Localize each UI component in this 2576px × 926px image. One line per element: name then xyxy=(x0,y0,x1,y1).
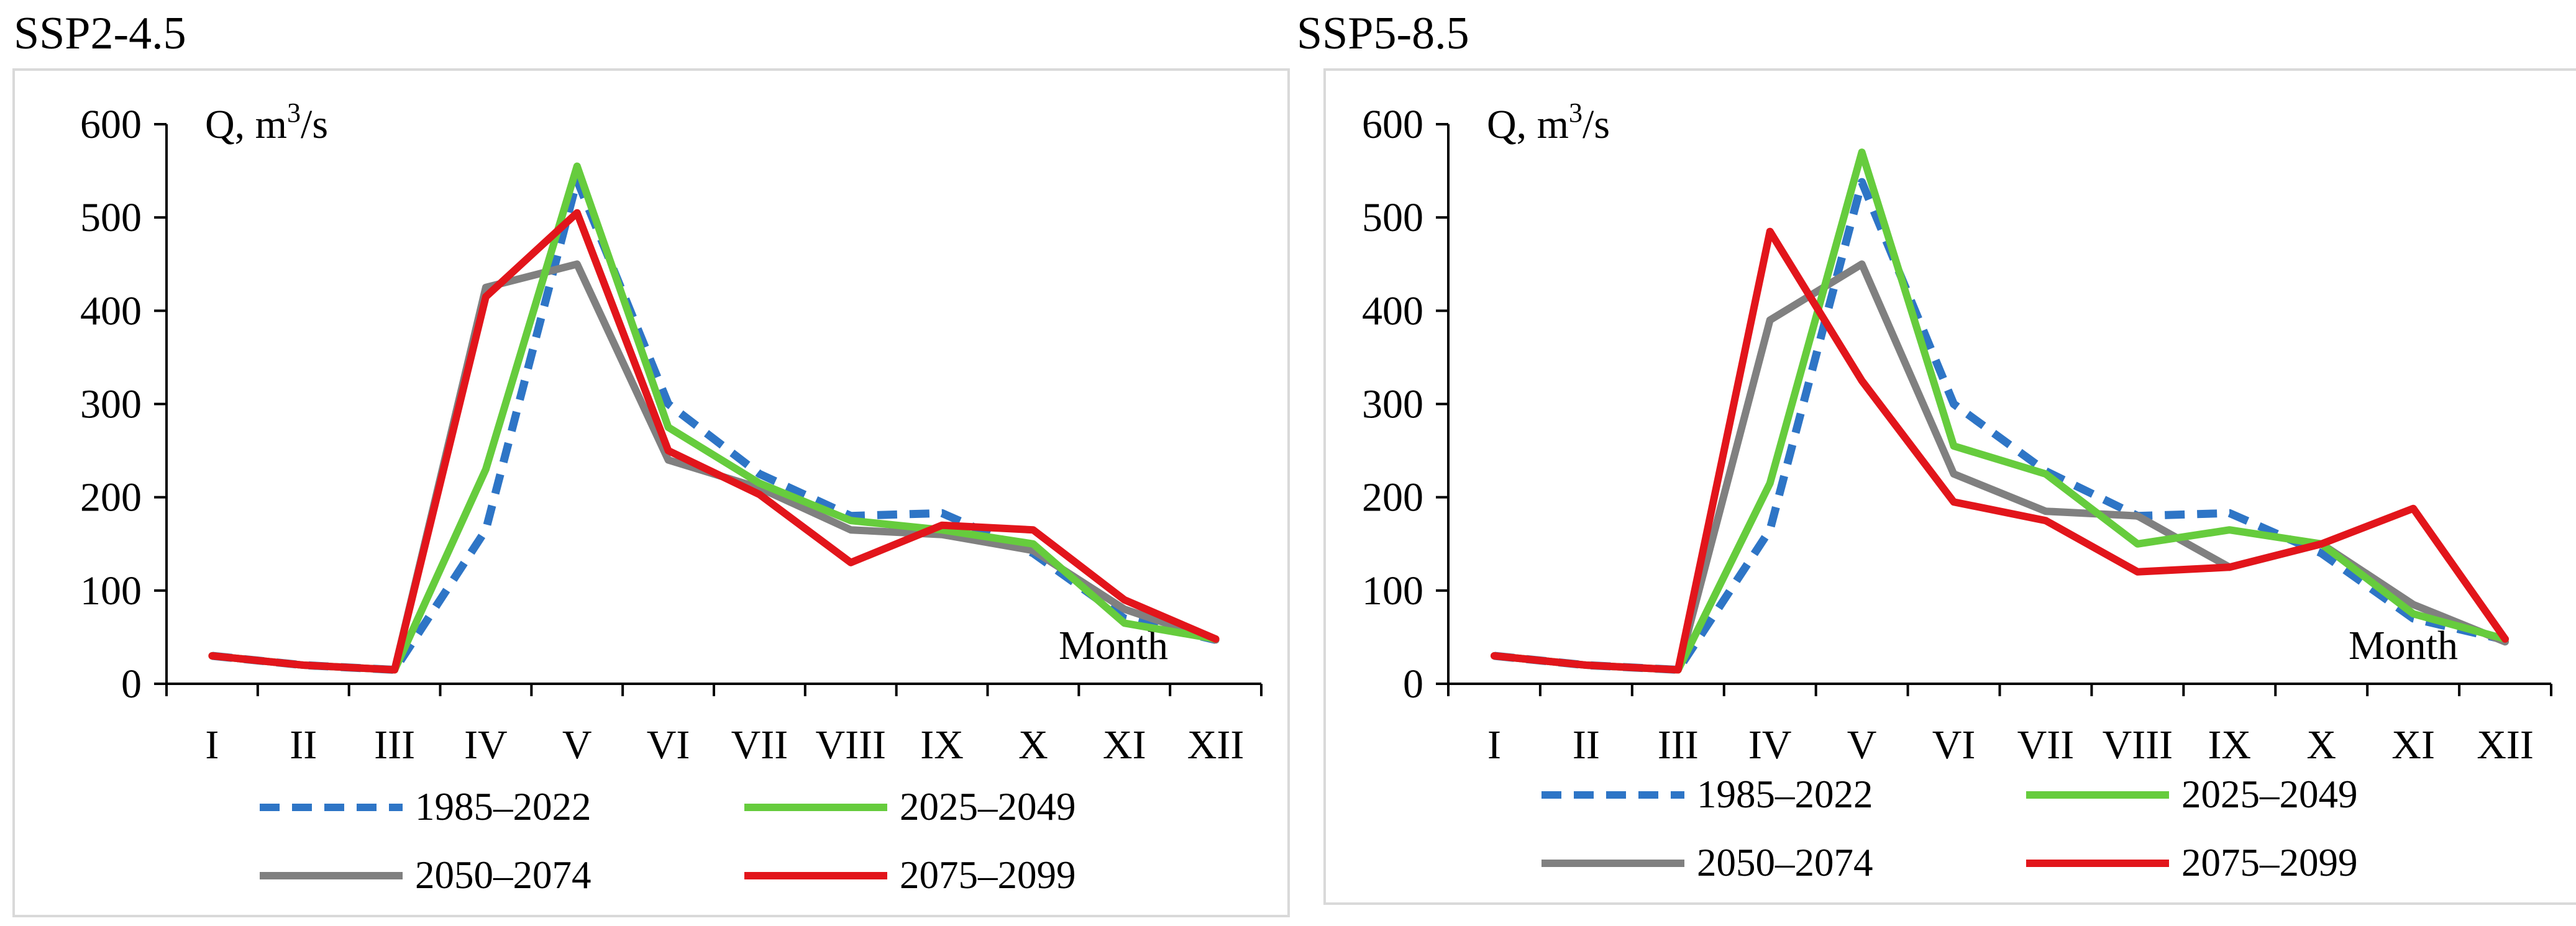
x-axis-label: Month xyxy=(2349,623,2458,668)
plot-frame xyxy=(1323,68,2576,905)
x-tick-label: VII xyxy=(731,722,788,768)
x-tick-label: X xyxy=(1018,722,1048,768)
x-tick-label: II xyxy=(290,722,317,768)
y-tick-label: 0 xyxy=(121,661,142,707)
x-tick-label: V xyxy=(562,722,592,768)
x-tick-label: I xyxy=(1487,722,1501,768)
legend-label: 1985–2022 xyxy=(1697,773,1873,816)
y-tick-label: 200 xyxy=(1362,475,1423,520)
series-line-3 xyxy=(1491,260,2509,674)
x-tick-label: XI xyxy=(2391,722,2435,768)
y-tick-label: 100 xyxy=(1362,568,1423,614)
y-tick-label: 600 xyxy=(1362,102,1423,147)
panel-title-ssp585: SSP5-8.5 xyxy=(1297,8,1469,59)
x-tick-label: IV xyxy=(1748,722,1792,768)
legend-label: 2025–2049 xyxy=(900,785,1076,828)
x-tick-label: XII xyxy=(2477,722,2534,768)
series-line-4 xyxy=(208,209,1220,674)
legend-label: 2075–2099 xyxy=(900,853,1076,897)
x-tick-label: X xyxy=(2306,722,2336,768)
x-tick-label: XI xyxy=(1103,722,1146,768)
y-tick-label: 100 xyxy=(80,568,142,614)
x-tick-label: III xyxy=(374,722,415,768)
legend-label: 2050–2074 xyxy=(415,853,591,897)
y-tick-label: 500 xyxy=(1362,195,1423,240)
series-line-2 xyxy=(1491,148,2509,674)
y-tick-label: 300 xyxy=(80,382,142,427)
legend-label: 2075–2099 xyxy=(2181,841,2358,884)
x-tick-label: II xyxy=(1573,722,1600,768)
series-line-1 xyxy=(211,176,1217,674)
x-tick-label: XII xyxy=(1187,722,1245,768)
y-axis-label: Q, m3/s xyxy=(205,98,328,147)
y-tick-label: 500 xyxy=(80,195,142,240)
x-tick-label: III xyxy=(1658,722,1699,768)
x-tick-label: VII xyxy=(2017,722,2075,768)
x-tick-label: IX xyxy=(920,722,964,768)
panel-title-ssp245: SSP2-4.5 xyxy=(14,8,186,59)
x-tick-label: VIII xyxy=(2103,722,2173,768)
legend-label: 2025–2049 xyxy=(2181,773,2358,816)
x-tick-label: I xyxy=(205,722,219,768)
y-tick-label: 600 xyxy=(80,102,142,147)
x-tick-label: V xyxy=(1847,722,1877,768)
y-tick-label: 0 xyxy=(1403,661,1423,707)
y-tick-label: 400 xyxy=(80,288,142,334)
series-line-3 xyxy=(208,260,1220,674)
y-axis-label: Q, m3/s xyxy=(1487,98,1610,147)
series-line-2 xyxy=(208,162,1220,674)
series-line-4 xyxy=(1491,227,2509,674)
x-tick-label: IV xyxy=(464,722,508,768)
y-tick-label: 200 xyxy=(80,475,142,520)
y-tick-label: 400 xyxy=(1362,288,1423,334)
legend-label: 1985–2022 xyxy=(415,785,591,828)
y-tick-label: 300 xyxy=(1362,382,1423,427)
plot-frame xyxy=(12,68,1290,917)
x-tick-label: VI xyxy=(647,722,690,768)
legend-label: 2050–2074 xyxy=(1697,841,1873,884)
x-tick-label: VIII xyxy=(815,722,886,768)
x-tick-label: VI xyxy=(1932,722,1976,768)
series-line-1 xyxy=(1494,178,2506,674)
x-tick-label: IX xyxy=(2208,722,2251,768)
